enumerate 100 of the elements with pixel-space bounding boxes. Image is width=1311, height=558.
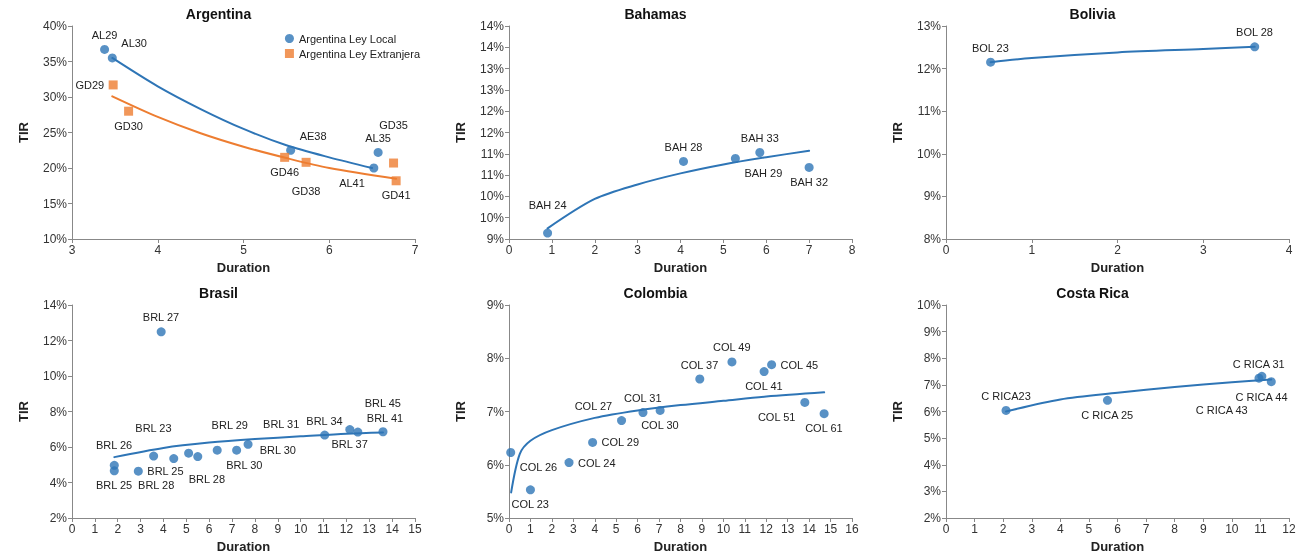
y-tick-label: 9%: [923, 189, 942, 204]
y-tick-label: 7%: [486, 404, 505, 419]
point: [169, 454, 179, 464]
y-tick-label: 4%: [49, 475, 68, 490]
y-axis-title: TIR: [890, 400, 905, 422]
x-tick-label: 15: [408, 522, 422, 536]
x-tick-label: 10: [1225, 522, 1239, 536]
annotation: BRL 30: [259, 444, 296, 457]
x-tick-label: 4: [154, 243, 162, 257]
y-tick-label: 8%: [49, 404, 68, 419]
y-tick-label: 35%: [42, 54, 68, 69]
y-tick-label: 11%: [480, 146, 505, 161]
annotation: GD30: [114, 119, 143, 132]
y-tick-label: 6%: [486, 457, 505, 472]
x-tick-label: 9: [1199, 522, 1207, 536]
point: [695, 374, 705, 384]
x-tick-label: 8: [1171, 522, 1179, 536]
y-tick-label: 13%: [479, 82, 505, 97]
point: [1103, 395, 1112, 405]
x-tick-label: 4: [591, 522, 599, 536]
x-tick-label: 12: [759, 522, 774, 536]
y-tick-label: 25%: [42, 125, 68, 140]
x-tick-label: 0: [68, 522, 76, 536]
x-axis-title: Duration: [653, 539, 708, 554]
x-tick-label: 3: [137, 522, 145, 536]
x-tick-label: 4: [677, 243, 685, 257]
y-tick-label: 2%: [923, 511, 942, 525]
y-tick-label: 4%: [923, 457, 942, 472]
x-tick-label: 3: [569, 522, 577, 536]
annotation: AL35: [365, 131, 391, 144]
y-tick-label: 8%: [486, 351, 505, 366]
annotation: BOL 23: [971, 41, 1009, 54]
point: [759, 367, 769, 377]
annotation: BRL 30: [226, 458, 263, 471]
x-tick-label: 0: [505, 522, 513, 536]
annotation: BRL 41: [366, 411, 404, 424]
x-tick-label: 7: [805, 243, 813, 257]
chart-title: Bolivia: [1069, 6, 1116, 22]
x-tick-label: 6: [762, 243, 770, 257]
x-tick-label: 7: [655, 522, 663, 536]
annotation: BOL 28: [1236, 26, 1273, 39]
x-tick-label: 11: [317, 522, 331, 536]
y-tick-label: 11%: [917, 104, 942, 119]
x-tick-label: 1: [548, 243, 556, 257]
point: [301, 157, 311, 167]
x-tick-label: 2: [999, 522, 1007, 536]
y-tick-label: 10%: [916, 298, 942, 312]
x-tick-label: 15: [823, 522, 838, 536]
annotation: COL 51: [757, 410, 796, 423]
annotation: COL 26: [519, 461, 558, 473]
x-tick-label: 1: [1028, 243, 1036, 257]
annotation: COL 24: [578, 456, 616, 469]
y-axis-title: TIR: [453, 400, 468, 422]
chart-title: Brasil: [199, 285, 238, 301]
point: [730, 153, 740, 163]
annotation: COL 31: [624, 392, 662, 405]
x-tick-label: 7: [411, 243, 419, 257]
annotation: BRL 37: [331, 438, 368, 451]
point: [373, 147, 383, 157]
annotation: BAH 29: [744, 166, 783, 179]
point: [506, 448, 516, 457]
y-axis-title: TIR: [16, 400, 31, 422]
x-tick-label: 2: [1114, 243, 1122, 257]
x-tick-label: 4: [1056, 522, 1064, 536]
annotation: COL 45: [780, 358, 819, 371]
point: [109, 466, 119, 476]
x-tick-label: 8: [848, 243, 856, 257]
annotation: AE38: [299, 129, 327, 142]
point: [755, 148, 765, 158]
x-tick-label: 10: [293, 522, 308, 536]
annotation: BAH 32: [790, 175, 829, 188]
annotation: AL41: [339, 176, 365, 189]
y-tick-label: 40%: [42, 19, 68, 33]
annotation: GD41: [381, 189, 411, 202]
y-tick-label: 5%: [923, 431, 942, 446]
annotation: BRL 28: [188, 473, 226, 486]
x-tick-label: 5: [1085, 522, 1093, 536]
point: [108, 80, 118, 90]
x-tick-label: 4: [160, 522, 168, 536]
annotation: GD46: [270, 165, 300, 178]
y-tick-label: 20%: [42, 161, 68, 175]
x-axis-title: Duration: [216, 260, 271, 275]
point: [564, 458, 574, 468]
x-axis-title: Duration: [1090, 260, 1145, 275]
x-tick-label: 7: [228, 522, 236, 536]
x-tick-label: 6: [634, 522, 642, 536]
point: [369, 163, 379, 173]
point: [100, 44, 110, 54]
point: [617, 416, 627, 426]
x-tick-label: 6: [205, 522, 213, 536]
y-axis-title: TIR: [16, 121, 31, 143]
x-tick-label: 12: [339, 522, 354, 536]
x-tick-label: 2: [591, 243, 599, 257]
annotation: BRL 27: [142, 311, 180, 324]
x-tick-label: 6: [1114, 522, 1122, 536]
point: [819, 409, 829, 419]
annotation: C RICA 25: [1081, 408, 1134, 421]
x-tick-label: 1: [971, 522, 979, 536]
x-axis-title: Duration: [653, 260, 708, 275]
x-tick-label: 1: [91, 522, 99, 536]
